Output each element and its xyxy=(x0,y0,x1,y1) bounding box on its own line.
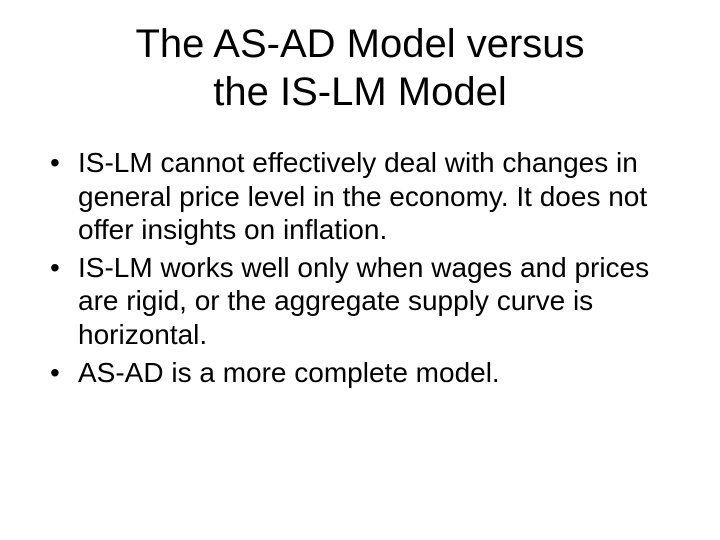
bullet-text: IS-LM cannot effectively deal with chang… xyxy=(78,147,647,245)
slide: The AS-AD Model versus the IS-LM Model I… xyxy=(0,0,720,540)
title-line-2: the IS-LM Model xyxy=(213,70,506,114)
bullet-text: AS-AD is a more complete model. xyxy=(78,357,500,388)
bullet-list: IS-LM cannot effectively deal with chang… xyxy=(50,146,680,389)
bullet-item: IS-LM cannot effectively deal with chang… xyxy=(50,146,680,247)
title-line-1: The AS-AD Model versus xyxy=(135,22,584,66)
bullet-item: AS-AD is a more complete model. xyxy=(50,356,680,390)
slide-title: The AS-AD Model versus the IS-LM Model xyxy=(40,20,680,116)
bullet-text: IS-LM works well only when wages and pri… xyxy=(78,252,649,350)
bullet-item: IS-LM works well only when wages and pri… xyxy=(50,251,680,352)
